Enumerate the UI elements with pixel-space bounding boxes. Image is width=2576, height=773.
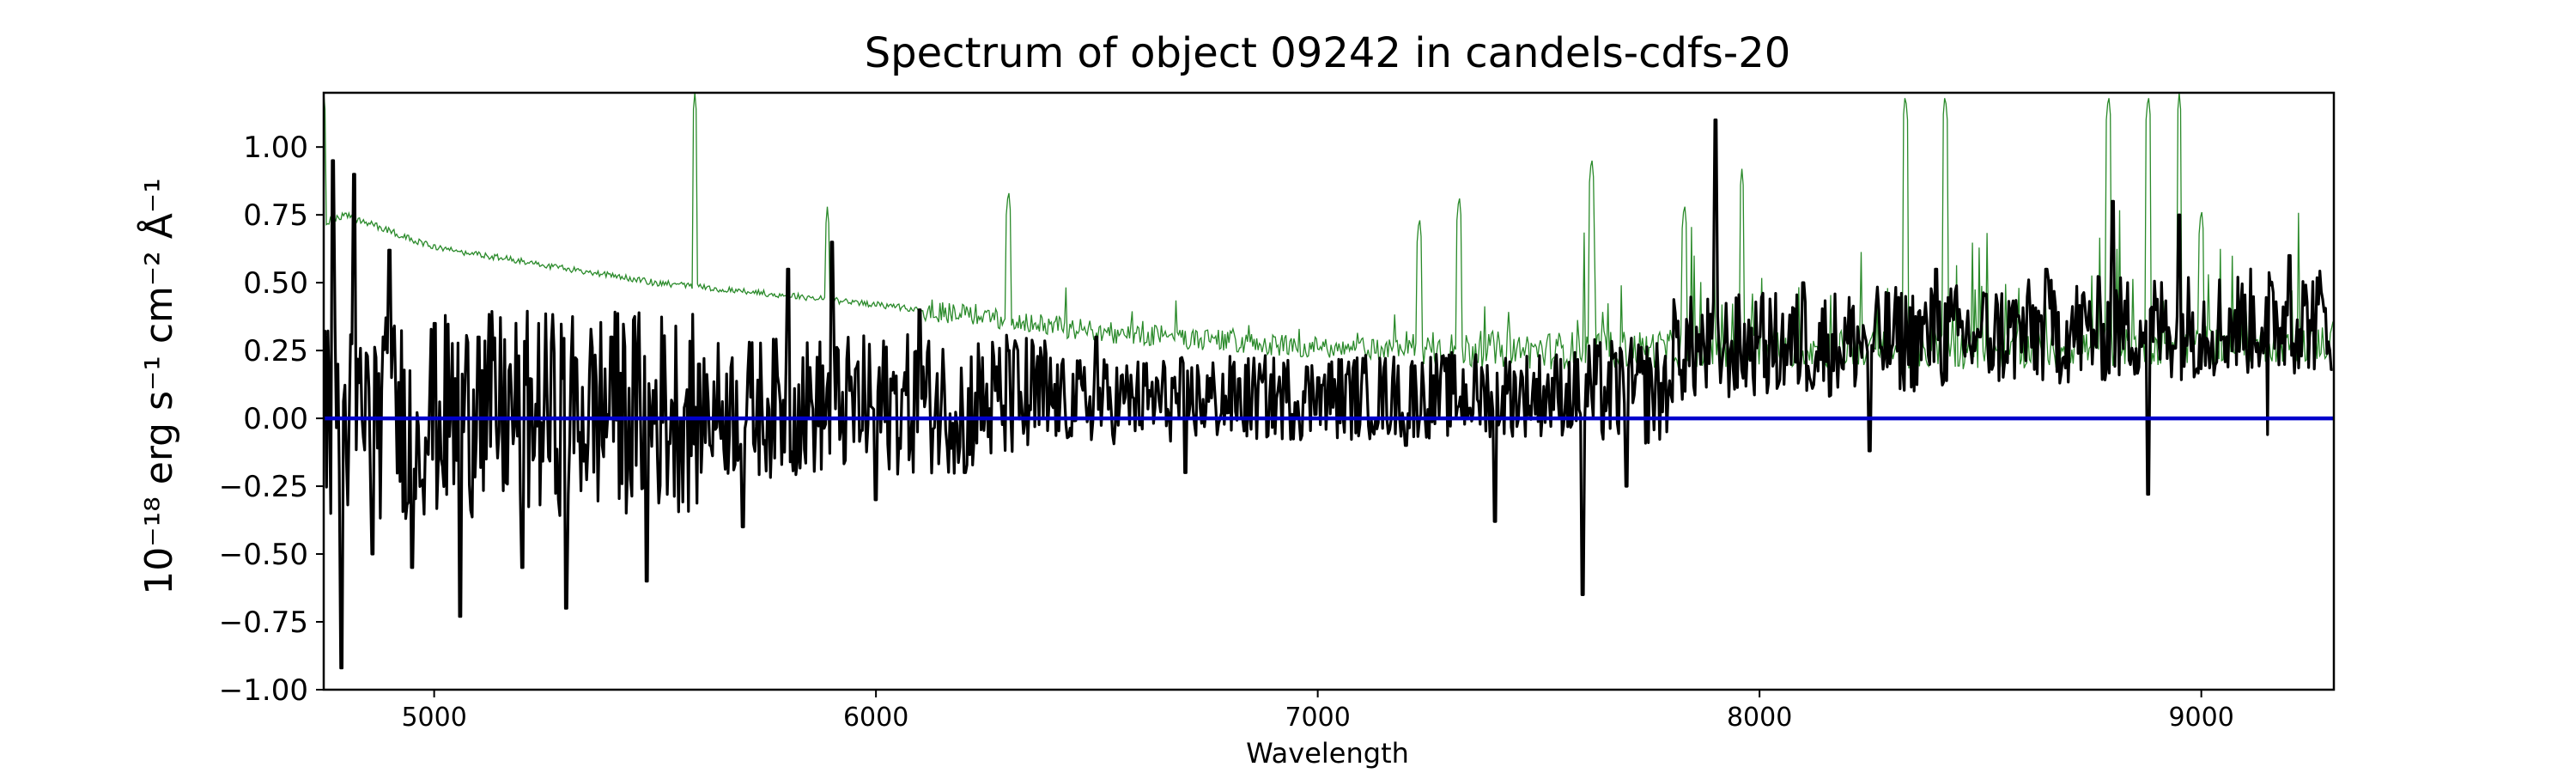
x-axis-label: Wavelength xyxy=(1246,737,1409,770)
chart-title: Spectrum of object 09242 in candels-cdfs… xyxy=(865,29,1791,77)
series-layer xyxy=(324,93,2334,670)
y-tick-label: 0.75 xyxy=(243,198,308,233)
y-tick-label: −0.50 xyxy=(219,538,308,572)
y-tick-label: 0.50 xyxy=(243,266,308,301)
axes-frame xyxy=(322,91,2336,691)
x-tick-label: 9000 xyxy=(2168,703,2233,733)
x-tick-label: 8000 xyxy=(1727,703,1792,733)
x-tick-label: 5000 xyxy=(401,703,466,733)
y-tick-label: −1.00 xyxy=(219,673,308,708)
y-tick-label: 0.00 xyxy=(243,402,308,436)
ticks-layer: 5000 6000 7000 8000 9000 −1.00 −0.75 −0.50 −0.25… xyxy=(219,131,2234,733)
y-tick-label: −0.25 xyxy=(219,470,308,504)
x-tick-label: 7000 xyxy=(1285,703,1350,733)
flux-spectrum-line xyxy=(324,119,2333,670)
y-axis-label: 10⁻¹⁸ erg s⁻¹ cm⁻² Å⁻¹ xyxy=(136,178,181,594)
y-tick-label: 1.00 xyxy=(243,131,308,165)
y-tick-label: 0.25 xyxy=(243,334,308,368)
axes-border xyxy=(322,91,2336,691)
x-tick-label: 6000 xyxy=(843,703,908,733)
y-tick-label: −0.75 xyxy=(219,606,308,640)
